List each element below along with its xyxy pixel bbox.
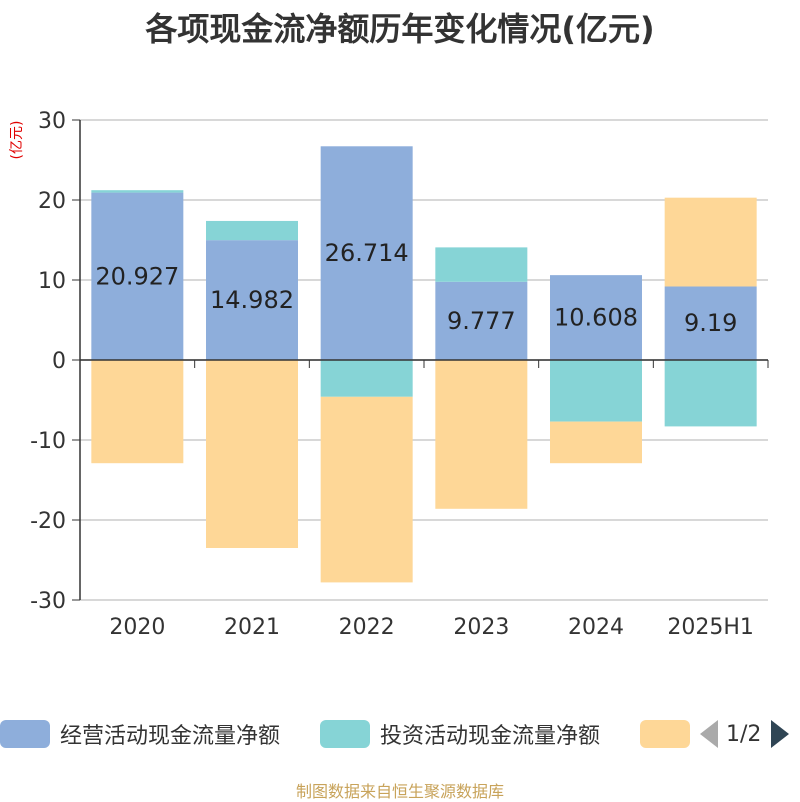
bar-2022-series-1 <box>320 360 413 397</box>
chart-title: 各项现金流净额历年变化情况(亿元) <box>145 10 655 48</box>
legend-swatch-investing <box>320 720 370 748</box>
bar-2023-series-1 <box>435 247 528 282</box>
data-label: 20.927 <box>95 262 179 290</box>
x-tick-label: 2021 <box>224 615 280 640</box>
legend-pager: 1/2 <box>700 716 800 752</box>
bar-2023-series-0 <box>435 281 528 360</box>
chart-plot: 30 20 10 0 -10 -20 -30 20.927 14.982 26.714 9.777 1… <box>30 109 769 640</box>
x-tick-label: 2022 <box>339 615 395 640</box>
y-tick-label: -30 <box>30 589 66 614</box>
source-note: 制图数据来自恒生聚源数据库 <box>295 782 504 801</box>
bar-2025H1-series-2 <box>664 197 757 287</box>
legend-prev-arrow-icon[interactable] <box>700 720 718 748</box>
data-label: 26.714 <box>325 239 409 267</box>
legend-swatch-operating <box>0 720 50 748</box>
x-tick-label: 2025H1 <box>667 615 754 640</box>
legend-page-indicator: 1/2 <box>726 721 762 747</box>
x-tick-label: 2024 <box>568 615 624 640</box>
y-tick-label: 30 <box>38 109 66 134</box>
legend-item-investing[interactable]: 投资活动现金流量净额 <box>320 716 600 752</box>
bar-2021-series-2 <box>206 360 298 548</box>
bar-2024-series-2 <box>550 421 642 464</box>
bar-2022-series-2 <box>320 396 413 583</box>
bar-2024-series-1 <box>550 360 642 422</box>
y-tick-label: 20 <box>38 189 66 214</box>
legend-swatch-third <box>640 720 690 748</box>
bar-2020-series-1 <box>91 190 184 193</box>
bar-2021-series-1 <box>206 220 298 241</box>
bar-2020-series-0 <box>91 192 184 360</box>
data-label: 10.608 <box>554 304 638 332</box>
bar-2023-series-2 <box>435 360 528 509</box>
y-tick-label: -10 <box>30 429 66 454</box>
bar-2021-series-0 <box>206 240 298 360</box>
x-tick-label: 2020 <box>109 615 165 640</box>
y-tick-label: 10 <box>38 269 66 294</box>
legend-label-investing: 投资活动现金流量净额 <box>380 724 601 749</box>
bar-2024-series-0 <box>550 275 642 360</box>
legend: 经营活动现金流量净额 投资活动现金流量净额 <box>0 716 800 752</box>
data-label: 9.19 <box>684 309 737 337</box>
y-tick-label: -20 <box>30 509 66 534</box>
bar-2020-series-2 <box>91 360 184 464</box>
legend-next-arrow-icon[interactable] <box>771 720 790 748</box>
data-label: 14.982 <box>210 286 294 314</box>
legend-label-operating: 经营活动现金流量净额 <box>60 724 281 749</box>
legend-item-third[interactable] <box>640 716 700 752</box>
bar-2025H1-series-1 <box>664 360 757 427</box>
bar-2025H1-series-0 <box>664 286 757 360</box>
y-tick-label: 0 <box>52 349 66 374</box>
x-tick-label: 2023 <box>453 615 509 640</box>
bar-2022-series-0 <box>320 146 413 360</box>
data-label: 9.777 <box>447 307 516 335</box>
legend-item-operating[interactable]: 经营活动现金流量净额 <box>0 716 280 752</box>
